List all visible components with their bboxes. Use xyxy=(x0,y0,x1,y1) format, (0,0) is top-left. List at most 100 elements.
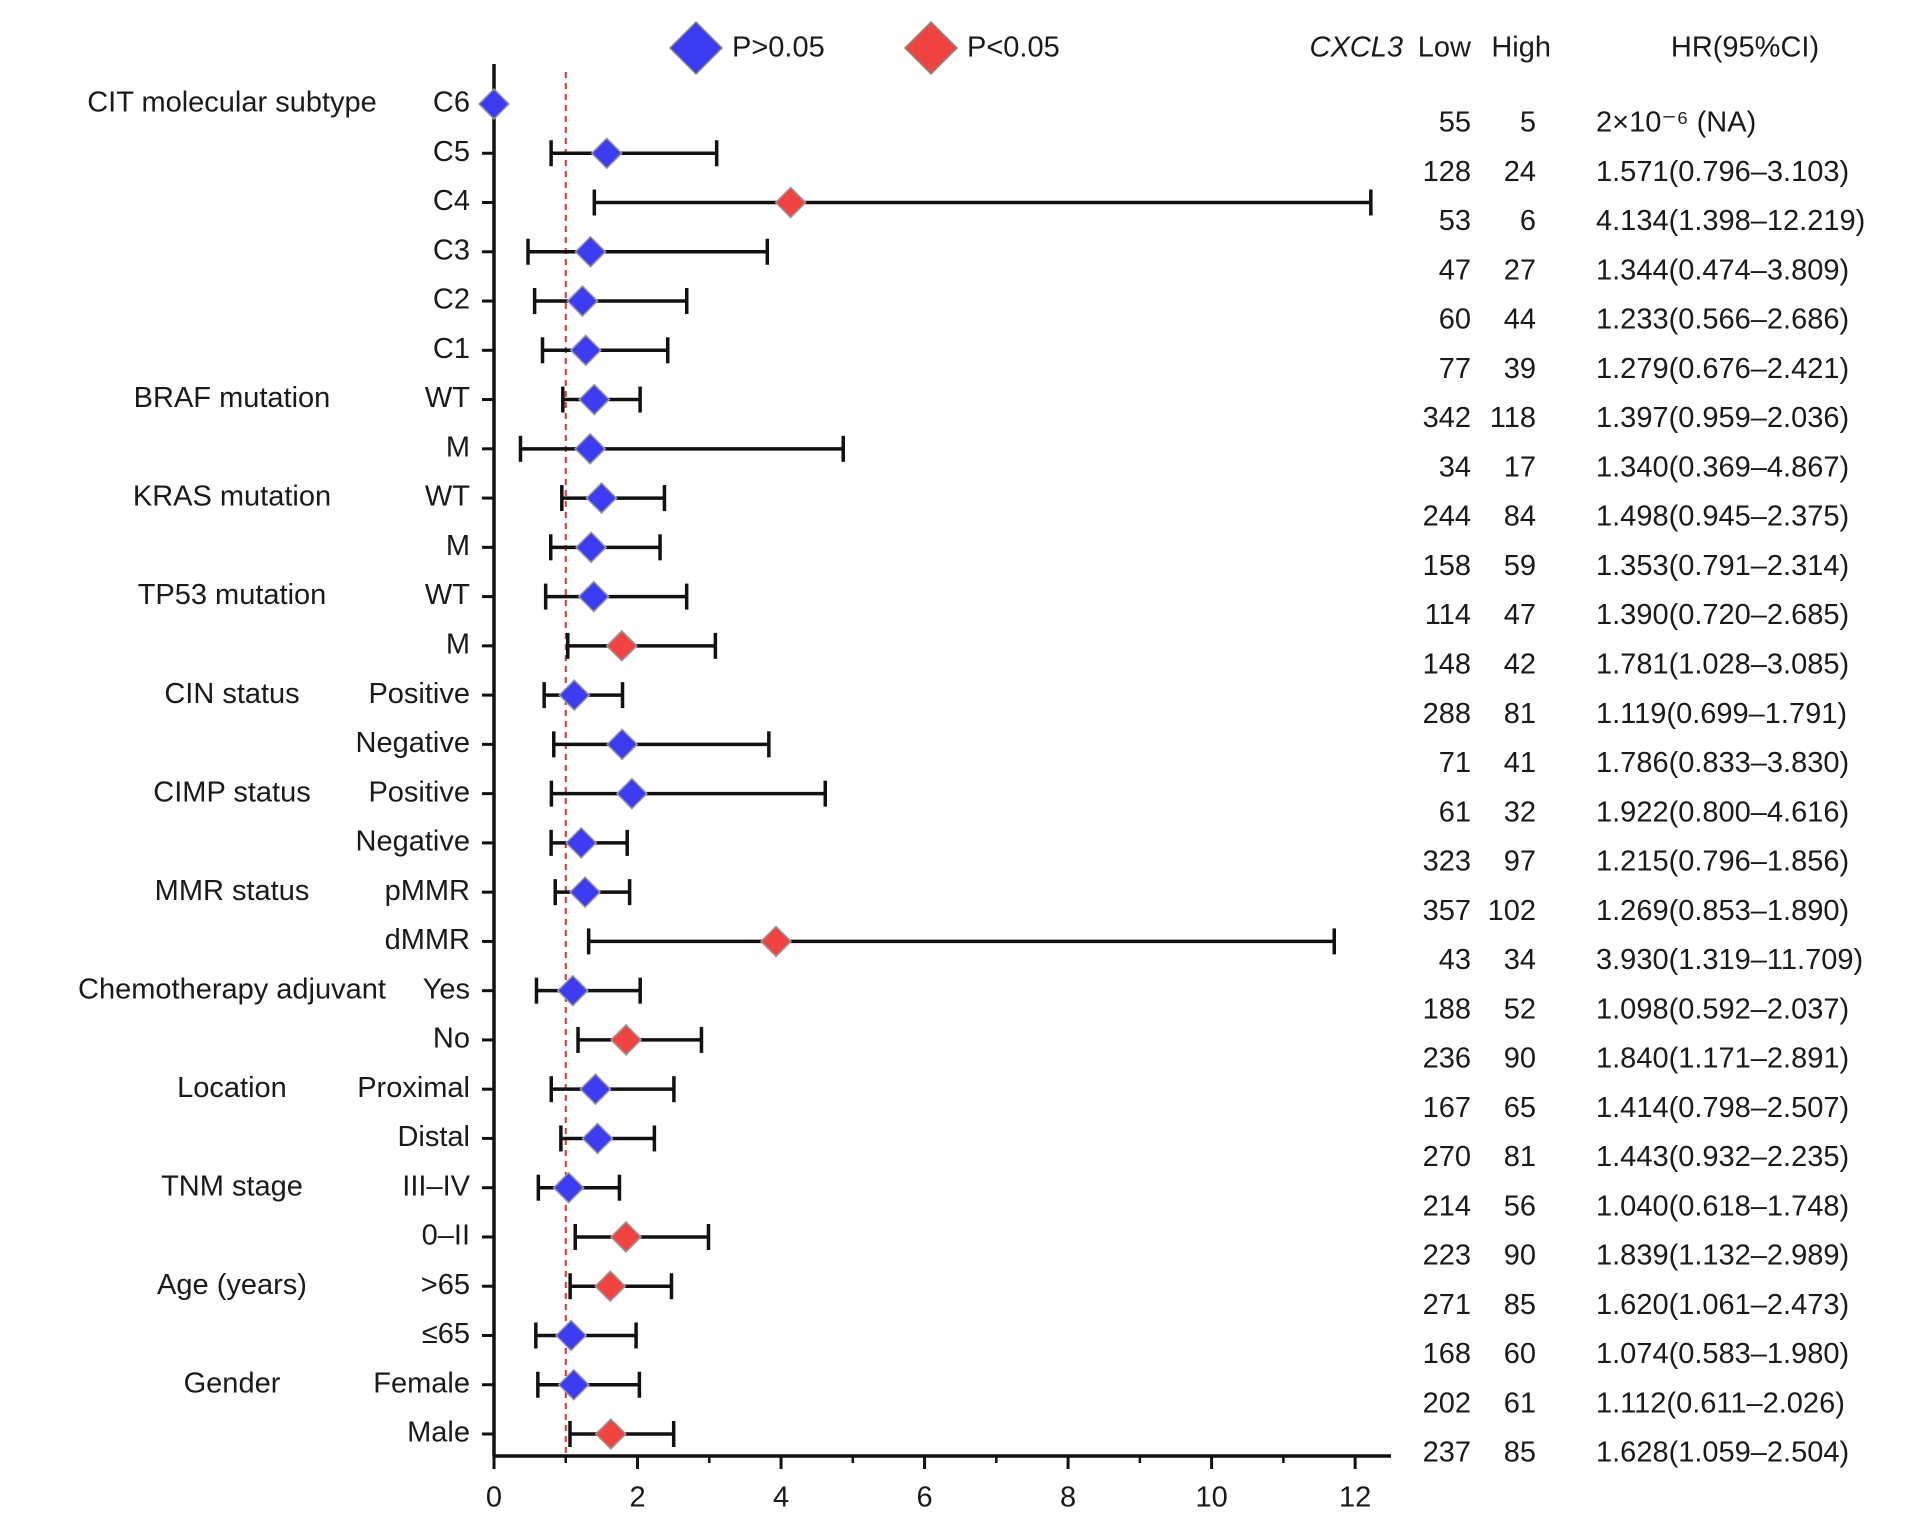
high-count: 118 xyxy=(1490,402,1536,434)
x-tick-label: 10 xyxy=(1195,1482,1227,1514)
group-label: CIMP status xyxy=(153,776,310,808)
high-count: 41 xyxy=(1504,747,1536,779)
hr-marker xyxy=(615,777,648,810)
low-count: 236 xyxy=(1423,1043,1471,1075)
hr-marker xyxy=(574,235,607,268)
hr-label: 1.098(0.592–2.037) xyxy=(1596,993,1849,1025)
high-count: 17 xyxy=(1504,451,1536,483)
row-label: WT xyxy=(425,579,470,611)
high-count: 85 xyxy=(1504,1289,1536,1321)
legend-label: P<0.05 xyxy=(967,32,1060,64)
group-label: CIT molecular subtype xyxy=(87,87,377,119)
high-count: 85 xyxy=(1504,1437,1536,1469)
hr-label: 1.620(1.061–2.473) xyxy=(1596,1289,1849,1321)
hr-marker xyxy=(609,1220,643,1254)
hr-marker xyxy=(574,432,607,465)
row-label: WT xyxy=(425,481,470,513)
x-tick-label: 2 xyxy=(629,1482,645,1514)
x-tick-label: 6 xyxy=(916,1482,932,1514)
row-label: C3 xyxy=(433,234,470,266)
group-label: TNM stage xyxy=(161,1170,303,1202)
hr-marker xyxy=(585,482,618,515)
high-count: 32 xyxy=(1504,796,1536,828)
high-count: 47 xyxy=(1504,599,1536,631)
hr-marker xyxy=(566,284,599,318)
low-count: 223 xyxy=(1423,1240,1471,1272)
hr-label: 1.119(0.699–1.791) xyxy=(1596,698,1847,730)
hr-label: 1.414(0.798–2.507) xyxy=(1596,1092,1849,1124)
header-low: Low xyxy=(1418,32,1472,64)
group-label: Chemotherapy adjuvant xyxy=(78,973,386,1005)
row-label: C4 xyxy=(433,185,470,217)
high-count: 52 xyxy=(1504,993,1536,1025)
x-tick-label: 0 xyxy=(486,1482,502,1514)
hr-label: 1.628(1.059–2.504) xyxy=(1596,1437,1849,1469)
high-count: 102 xyxy=(1488,895,1536,927)
hr-label: 2×10⁻⁶ (NA) xyxy=(1596,107,1756,139)
low-count: 77 xyxy=(1439,353,1471,385)
hr-marker xyxy=(590,137,623,170)
hr-label: 1.233(0.566–2.686) xyxy=(1596,304,1849,336)
high-count: 5 xyxy=(1520,107,1536,139)
high-count: 42 xyxy=(1504,649,1536,681)
row-label: Proximal xyxy=(357,1072,470,1104)
hr-marker xyxy=(606,728,639,761)
group-label: Location xyxy=(177,1072,287,1104)
hr-label: 1.786(0.833–3.830) xyxy=(1596,747,1849,779)
row-label: M xyxy=(446,431,470,463)
high-count: 97 xyxy=(1504,846,1536,878)
high-count: 81 xyxy=(1504,1141,1536,1173)
high-count: 39 xyxy=(1504,353,1536,385)
hr-label: 1.397(0.959–2.036) xyxy=(1596,402,1849,434)
row-label: Yes xyxy=(423,973,470,1005)
hr-label: 1.839(1.132–2.989) xyxy=(1596,1240,1849,1272)
hr-marker xyxy=(569,876,602,909)
row-label: C5 xyxy=(433,136,470,168)
low-count: 288 xyxy=(1423,698,1471,730)
low-count: 55 xyxy=(1439,107,1471,139)
low-count: 47 xyxy=(1439,254,1471,286)
group-label: KRAS mutation xyxy=(133,481,331,513)
hr-marker xyxy=(581,1122,614,1155)
row-label: dMMR xyxy=(385,924,470,956)
low-count: 271 xyxy=(1423,1289,1471,1321)
group-label: Age (years) xyxy=(157,1269,307,1301)
high-count: 27 xyxy=(1504,254,1536,286)
header-high: High xyxy=(1491,32,1551,64)
high-count: 90 xyxy=(1504,1043,1536,1075)
row-label: No xyxy=(433,1023,470,1055)
hr-marker xyxy=(594,1417,627,1451)
hr-label: 1.074(0.583–1.980) xyxy=(1596,1338,1849,1370)
hr-marker xyxy=(759,925,793,958)
high-count: 6 xyxy=(1520,205,1536,237)
high-count: 24 xyxy=(1504,156,1536,188)
low-count: 158 xyxy=(1423,550,1471,582)
low-count: 237 xyxy=(1423,1437,1471,1469)
header-hr: HR(95%CI) xyxy=(1671,32,1819,64)
high-count: 81 xyxy=(1504,698,1536,730)
low-count: 270 xyxy=(1423,1141,1471,1173)
hr-marker xyxy=(555,1319,588,1352)
hr-marker xyxy=(605,629,638,662)
low-count: 168 xyxy=(1423,1338,1471,1370)
legend-marker xyxy=(668,20,724,76)
high-count: 44 xyxy=(1504,304,1536,336)
row-label: C6 xyxy=(433,87,470,119)
row-label: Negative xyxy=(356,826,470,858)
row-label: C1 xyxy=(433,333,470,365)
low-count: 202 xyxy=(1423,1387,1471,1419)
hr-marker xyxy=(575,531,608,564)
hr-marker xyxy=(477,87,511,121)
group-label: TP53 mutation xyxy=(138,579,327,611)
hr-label: 1.443(0.932–2.235) xyxy=(1596,1141,1849,1173)
low-count: 148 xyxy=(1423,649,1471,681)
high-count: 61 xyxy=(1504,1387,1536,1419)
hr-label: 1.571(0.796–3.103) xyxy=(1596,156,1849,188)
hr-label: 1.340(0.369–4.867) xyxy=(1596,451,1849,483)
row-label: Positive xyxy=(368,678,470,710)
hr-marker xyxy=(557,1368,590,1401)
row-label: Negative xyxy=(356,727,470,759)
low-count: 53 xyxy=(1439,205,1471,237)
row-label: C2 xyxy=(433,284,470,316)
